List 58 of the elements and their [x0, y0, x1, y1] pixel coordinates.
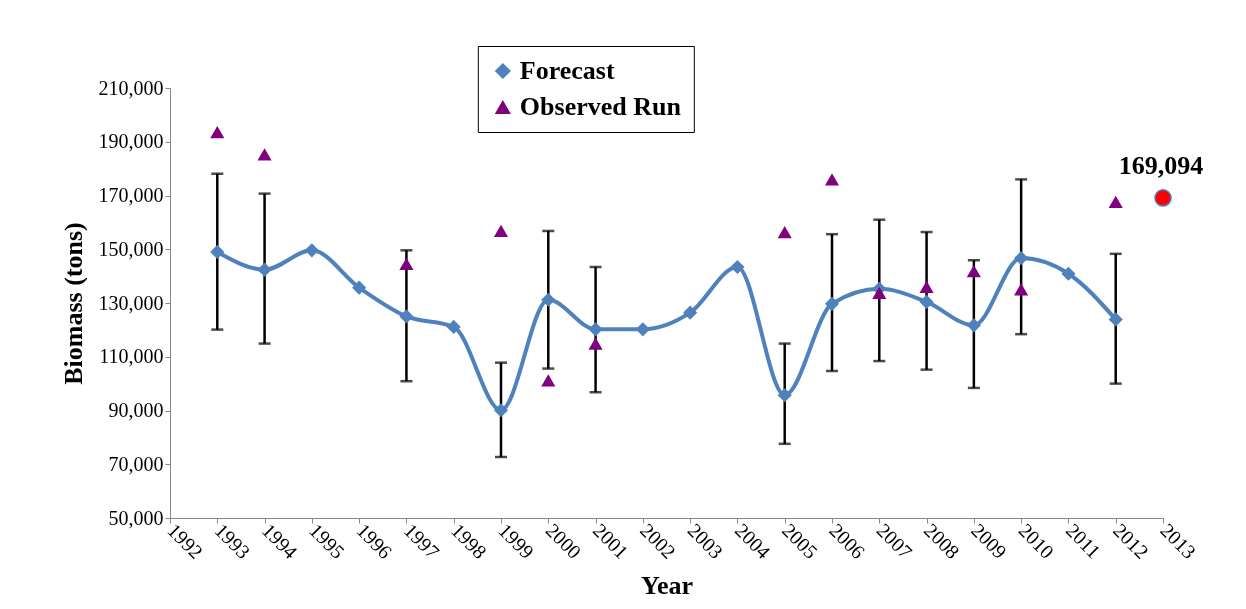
point — [493, 403, 509, 418]
point — [493, 224, 509, 238]
x-axis-title: Year — [641, 570, 693, 600]
point — [1108, 312, 1123, 327]
point — [824, 173, 840, 186]
y-tick-label: 210,000 — [98, 76, 164, 99]
point — [399, 309, 414, 324]
point — [1108, 195, 1123, 209]
point — [588, 322, 603, 337]
x-tick-label: 1993 — [210, 519, 255, 563]
point — [352, 280, 367, 295]
x-tick-label: 1995 — [305, 519, 350, 563]
point — [210, 125, 225, 139]
x-tick-label: 2007 — [872, 519, 917, 563]
y-tick-label: 70,000 — [108, 452, 164, 475]
point — [446, 319, 461, 334]
point — [683, 305, 698, 320]
x-tick-label: 1998 — [447, 519, 491, 563]
y-tick-label: 130,000 — [98, 291, 164, 314]
point — [210, 244, 225, 260]
point — [399, 257, 414, 270]
point — [919, 294, 934, 309]
y-tick-label: 90,000 — [108, 399, 164, 421]
point — [919, 280, 934, 293]
point — [257, 148, 272, 161]
x-tick-label: 2005 — [778, 519, 822, 563]
point — [304, 243, 319, 258]
point — [777, 388, 792, 403]
legend-label: Observed Run — [519, 92, 682, 121]
point — [966, 264, 981, 278]
point — [730, 259, 745, 275]
point — [1014, 283, 1029, 296]
x-tick-label: 1994 — [258, 519, 302, 563]
point — [257, 262, 272, 277]
point — [541, 374, 556, 387]
point — [1014, 251, 1029, 266]
y-tick-label: 150,000 — [98, 237, 164, 260]
data-label: 169,094 — [1118, 150, 1204, 180]
point — [1154, 189, 1172, 207]
point — [635, 322, 650, 337]
y-tick-label: 170,000 — [98, 184, 164, 206]
y-tick-label: 190,000 — [98, 130, 164, 153]
y-tick-label: 110,000 — [99, 345, 164, 368]
point — [588, 337, 603, 350]
y-axis-title: Biomass (tons) — [58, 222, 88, 385]
x-tick-label: 1997 — [399, 519, 444, 563]
x-tick-label: 1999 — [494, 519, 539, 563]
point — [872, 286, 887, 299]
point — [824, 296, 840, 311]
point — [777, 225, 792, 239]
x-tick-label: 2009 — [967, 519, 1012, 563]
point — [966, 318, 981, 333]
x-tick-label: 1996 — [352, 519, 397, 563]
y-tick-label: 50,000 — [108, 506, 164, 529]
legend-label: Forecast — [519, 56, 615, 85]
point — [1061, 266, 1076, 281]
point — [541, 292, 556, 307]
x-tick-label: 1992 — [163, 519, 208, 563]
